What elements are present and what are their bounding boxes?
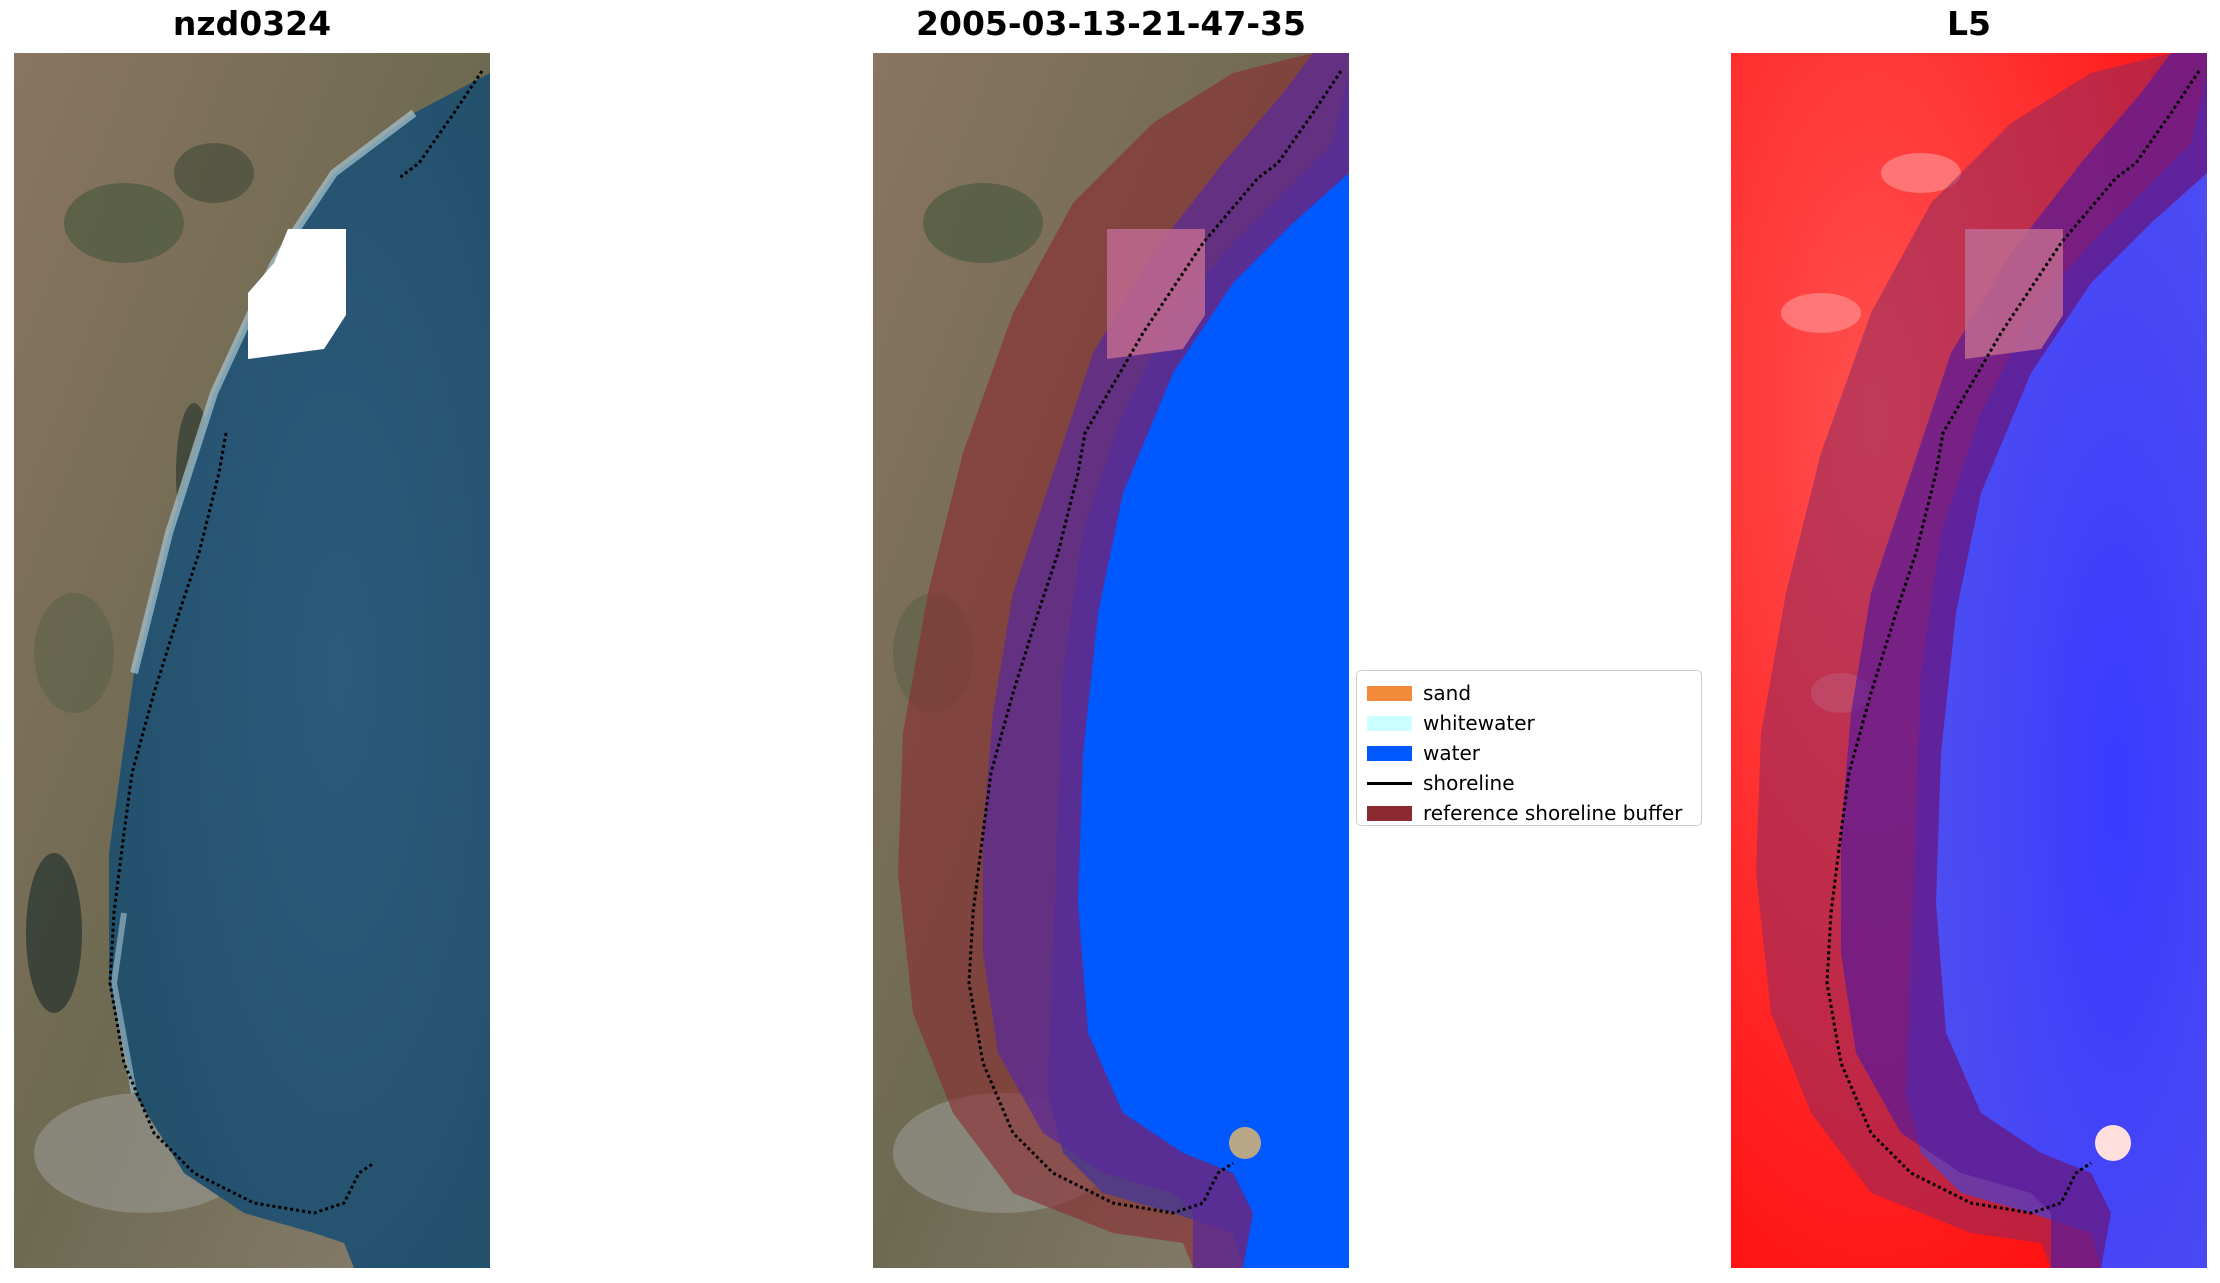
classified-image-panel (873, 53, 1349, 1268)
shoreline-index (1825, 70, 2201, 1215)
nodata-mask (248, 229, 346, 359)
rgb-image-panel (14, 53, 490, 1268)
legend-item-shoreline: shoreline (1357, 767, 1701, 797)
legend-item-whitewater: whitewater (1357, 707, 1701, 737)
index-water (1906, 73, 2207, 1268)
legend-item-buffer: reference shoreline buffer (1357, 797, 1701, 827)
legend-label: water (1423, 741, 1480, 765)
panel-title-index: L5 (1947, 4, 1991, 43)
water-swatch (1367, 746, 1412, 761)
legend-label: shoreline (1423, 771, 1515, 795)
sand-swatch (1367, 686, 1412, 701)
shoreline-classified (967, 70, 1343, 1215)
water-class-area (1048, 73, 1349, 1268)
classified-image (873, 53, 1349, 1268)
rgb-image (14, 53, 490, 1268)
legend-label: reference shoreline buffer (1423, 801, 1683, 825)
buffer-swatch (1367, 806, 1412, 821)
index-image (1731, 53, 2207, 1268)
legend-label: sand (1423, 681, 1472, 705)
panel-title-rgb: nzd0324 (172, 4, 332, 43)
shoreline-line-swatch (1367, 782, 1412, 785)
legend-label: whitewater (1423, 711, 1535, 735)
whitewater-swatch (1367, 716, 1412, 731)
legend-item-water: water (1357, 737, 1701, 767)
shoreline-rgb (108, 70, 484, 1215)
legend: sand whitewater water shoreline referenc… (1356, 670, 1702, 826)
panel-title-classified: 2005-03-13-21-47-35 (916, 4, 1306, 43)
legend-item-sand: sand (1357, 677, 1701, 707)
index-image-panel (1731, 53, 2207, 1268)
sea-area (109, 73, 490, 1268)
